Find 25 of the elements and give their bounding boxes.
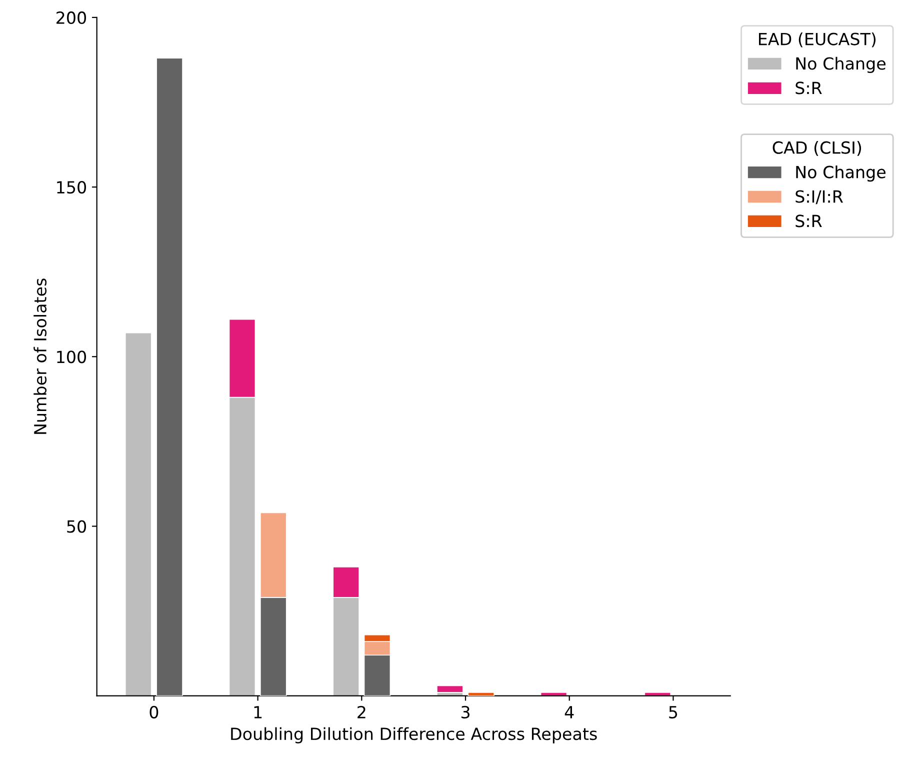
y-tick-label: 100 [57,350,86,364]
legend-label: No Change [796,165,886,182]
legend-label: S:I/I:R [796,190,843,204]
bar [436,685,464,693]
bar [124,332,152,696]
y-tick-label: 50 [67,520,86,533]
y-axis-title: Number of Isolates [34,278,47,434]
y-tick-label: 200 [56,11,86,24]
bar [644,692,672,696]
x-tick-label: 0 [150,706,158,718]
legend-label: S:R [796,214,822,228]
legend-title: EAD (EUCAST) [758,32,876,48]
x-tick-label: 4 [564,706,574,718]
y-tick-label: 150 [57,181,86,194]
x-tick-label: 2 [358,706,366,718]
x-tick-label: 1 [254,706,262,718]
legend-label: S:R [796,82,822,94]
x-tick-label: 3 [461,706,470,718]
x-axis-title: Doubling Dilution Difference Across Repeats [231,727,597,744]
bar [468,692,494,696]
x-tick-label: 5 [669,706,678,718]
legend-title: CAD (CLSI) [772,141,862,156]
legend-label: No Change [796,56,886,74]
bar [156,58,183,696]
bar [540,692,568,696]
